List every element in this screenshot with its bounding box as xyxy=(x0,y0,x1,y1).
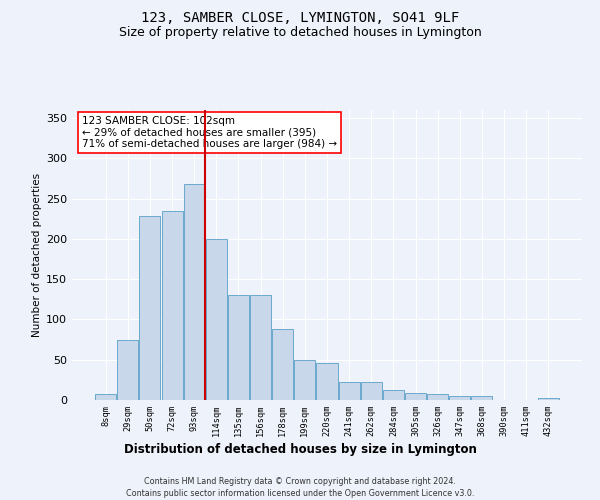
Bar xyxy=(405,393,426,400)
Bar xyxy=(184,184,205,400)
Bar xyxy=(295,360,316,400)
Bar xyxy=(206,239,227,400)
Bar xyxy=(449,396,470,400)
Text: Distribution of detached houses by size in Lymington: Distribution of detached houses by size … xyxy=(124,442,476,456)
Bar xyxy=(228,296,249,400)
Bar xyxy=(316,363,338,400)
Bar xyxy=(139,216,160,400)
Bar xyxy=(161,210,182,400)
Bar xyxy=(472,396,493,400)
Bar xyxy=(338,382,359,400)
Text: Size of property relative to detached houses in Lymington: Size of property relative to detached ho… xyxy=(119,26,481,39)
Bar xyxy=(427,394,448,400)
Y-axis label: Number of detached properties: Number of detached properties xyxy=(32,173,42,337)
Text: Contains HM Land Registry data © Crown copyright and database right 2024.: Contains HM Land Registry data © Crown c… xyxy=(144,478,456,486)
Bar xyxy=(118,340,139,400)
Text: Contains public sector information licensed under the Open Government Licence v3: Contains public sector information licen… xyxy=(126,489,474,498)
Bar xyxy=(361,382,382,400)
Bar xyxy=(95,394,116,400)
Bar xyxy=(250,296,271,400)
Text: 123, SAMBER CLOSE, LYMINGTON, SO41 9LF: 123, SAMBER CLOSE, LYMINGTON, SO41 9LF xyxy=(141,11,459,25)
Text: 123 SAMBER CLOSE: 102sqm
← 29% of detached houses are smaller (395)
71% of semi-: 123 SAMBER CLOSE: 102sqm ← 29% of detach… xyxy=(82,116,337,149)
Bar xyxy=(383,390,404,400)
Bar xyxy=(538,398,559,400)
Bar xyxy=(272,329,293,400)
